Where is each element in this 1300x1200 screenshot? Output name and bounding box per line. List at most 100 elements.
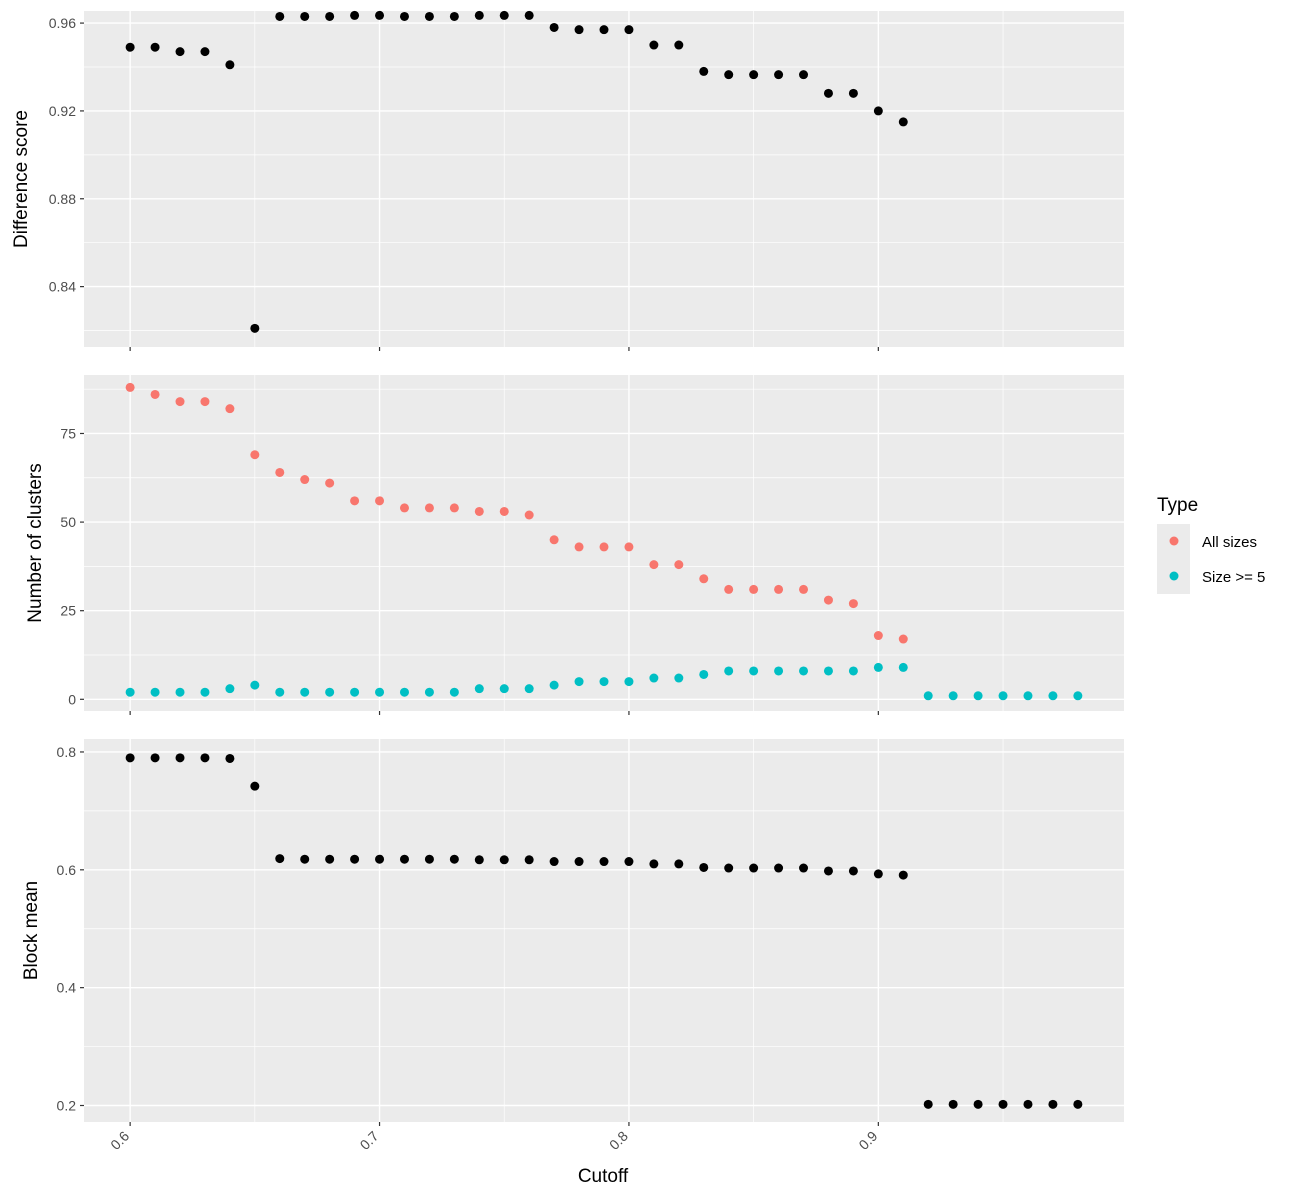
- data-point: [923, 691, 933, 701]
- data-point: [449, 687, 459, 697]
- x-axis-title: Cutoff: [578, 1166, 629, 1187]
- data-point: [200, 687, 210, 697]
- legend-label-size-ge-5: Size >= 5: [1202, 569, 1265, 586]
- y-tick-label: 0.4: [57, 980, 77, 996]
- data-point: [424, 854, 434, 864]
- data-point: [749, 584, 759, 594]
- data-point: [499, 855, 509, 865]
- data-point: [549, 22, 559, 32]
- data-point: [674, 673, 684, 683]
- data-point: [649, 859, 659, 869]
- data-point: [973, 691, 983, 701]
- data-point: [873, 869, 883, 879]
- data-point: [948, 1099, 958, 1109]
- data-point: [973, 1099, 983, 1109]
- chart-panels: 0.84 0.88 0.92 0.96 Difference score 0 25 50 75 N…: [11, 10, 1124, 1153]
- data-point: [1073, 1099, 1083, 1109]
- data-point: [549, 857, 559, 867]
- data-point: [399, 503, 409, 513]
- series: [125, 10, 908, 333]
- data-point: [499, 506, 509, 516]
- data-point: [524, 510, 534, 520]
- data-point: [300, 475, 310, 485]
- data-point: [325, 11, 335, 21]
- data-point: [125, 687, 135, 697]
- data-point: [524, 684, 534, 694]
- data-point: [774, 863, 784, 873]
- y-tick-label: 0.92: [49, 103, 76, 119]
- data-point: [624, 25, 634, 35]
- data-point: [649, 40, 659, 50]
- data-point: [649, 560, 659, 570]
- data-point: [125, 753, 135, 763]
- data-point: [275, 687, 285, 697]
- data-point: [150, 42, 160, 52]
- data-point: [674, 859, 684, 869]
- data-point: [524, 10, 534, 20]
- data-point: [749, 863, 759, 873]
- data-point: [225, 404, 235, 414]
- data-point: [375, 854, 385, 864]
- data-point: [574, 857, 584, 867]
- data-point: [150, 753, 160, 763]
- data-point: [375, 496, 385, 506]
- data-point: [225, 60, 235, 70]
- data-point: [724, 666, 734, 676]
- y-tick-label: 0.88: [49, 191, 76, 207]
- legend-title: Type: [1157, 495, 1198, 516]
- data-point: [823, 88, 833, 98]
- data-point: [275, 11, 285, 21]
- data-point: [549, 535, 559, 545]
- data-point: [848, 666, 858, 676]
- legend-marker-all-sizes: [1169, 536, 1179, 546]
- y-tick-label: 0.8: [57, 744, 77, 760]
- data-point: [998, 1099, 1008, 1109]
- data-point: [574, 677, 584, 687]
- data-point: [424, 687, 434, 697]
- data-point: [649, 673, 659, 683]
- y-tick-label: 0: [68, 691, 76, 707]
- data-point: [350, 10, 360, 20]
- data-point: [125, 382, 135, 392]
- data-point: [699, 66, 709, 76]
- data-point: [873, 106, 883, 116]
- data-point: [250, 680, 260, 690]
- data-point: [699, 862, 709, 872]
- x-tick-label: 0.9: [855, 1128, 880, 1153]
- data-point: [200, 753, 210, 763]
- data-point: [574, 25, 584, 35]
- data-point: [524, 855, 534, 865]
- data-point: [350, 496, 360, 506]
- data-point: [1048, 1099, 1058, 1109]
- y-tick-label: 0.84: [49, 279, 76, 295]
- data-point: [474, 10, 484, 20]
- data-point: [300, 687, 310, 697]
- legend: Type All sizes Size >= 5: [1157, 495, 1265, 594]
- data-point: [749, 70, 759, 80]
- data-point: [125, 42, 135, 52]
- series: [125, 753, 1083, 1109]
- series-size-5: [125, 662, 1083, 701]
- data-point: [898, 634, 908, 644]
- data-point: [350, 854, 360, 864]
- y-axis-title: Block mean: [21, 881, 42, 980]
- data-point: [449, 854, 459, 864]
- data-point: [549, 680, 559, 690]
- data-point: [998, 691, 1008, 701]
- panel-3: 0.2 0.4 0.6 0.8 0.6 0.7 0.8 0.9 Block mean: [21, 739, 1124, 1153]
- x-tick-label: 0.8: [606, 1128, 631, 1153]
- data-point: [200, 47, 210, 57]
- data-point: [749, 666, 759, 676]
- data-point: [948, 691, 958, 701]
- data-point: [399, 687, 409, 697]
- legend-label-all-sizes: All sizes: [1202, 534, 1257, 551]
- data-point: [499, 684, 509, 694]
- data-point: [449, 11, 459, 21]
- data-point: [200, 397, 210, 407]
- data-point: [150, 389, 160, 399]
- data-point: [799, 584, 809, 594]
- data-point: [499, 10, 509, 20]
- data-point: [823, 666, 833, 676]
- y-tick-label: 75: [60, 425, 76, 441]
- data-point: [699, 574, 709, 584]
